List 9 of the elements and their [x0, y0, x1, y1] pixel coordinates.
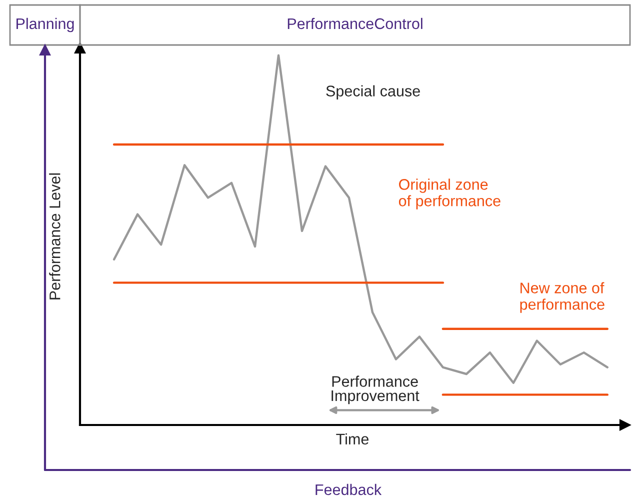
annotation: Performance Improvement: [332, 376, 420, 404]
annotation: Special cause: [326, 85, 420, 100]
annotation: Original zone of performance: [398, 178, 500, 210]
text: Feedback: [316, 484, 382, 496]
text: PerformanceControl: [288, 18, 422, 30]
annotation: New zone of performance: [520, 282, 604, 313]
x-axis-title: Time: [336, 433, 369, 445]
text: Planning: [16, 18, 74, 32]
y-axis-title: Performance Level: [49, 173, 60, 300]
